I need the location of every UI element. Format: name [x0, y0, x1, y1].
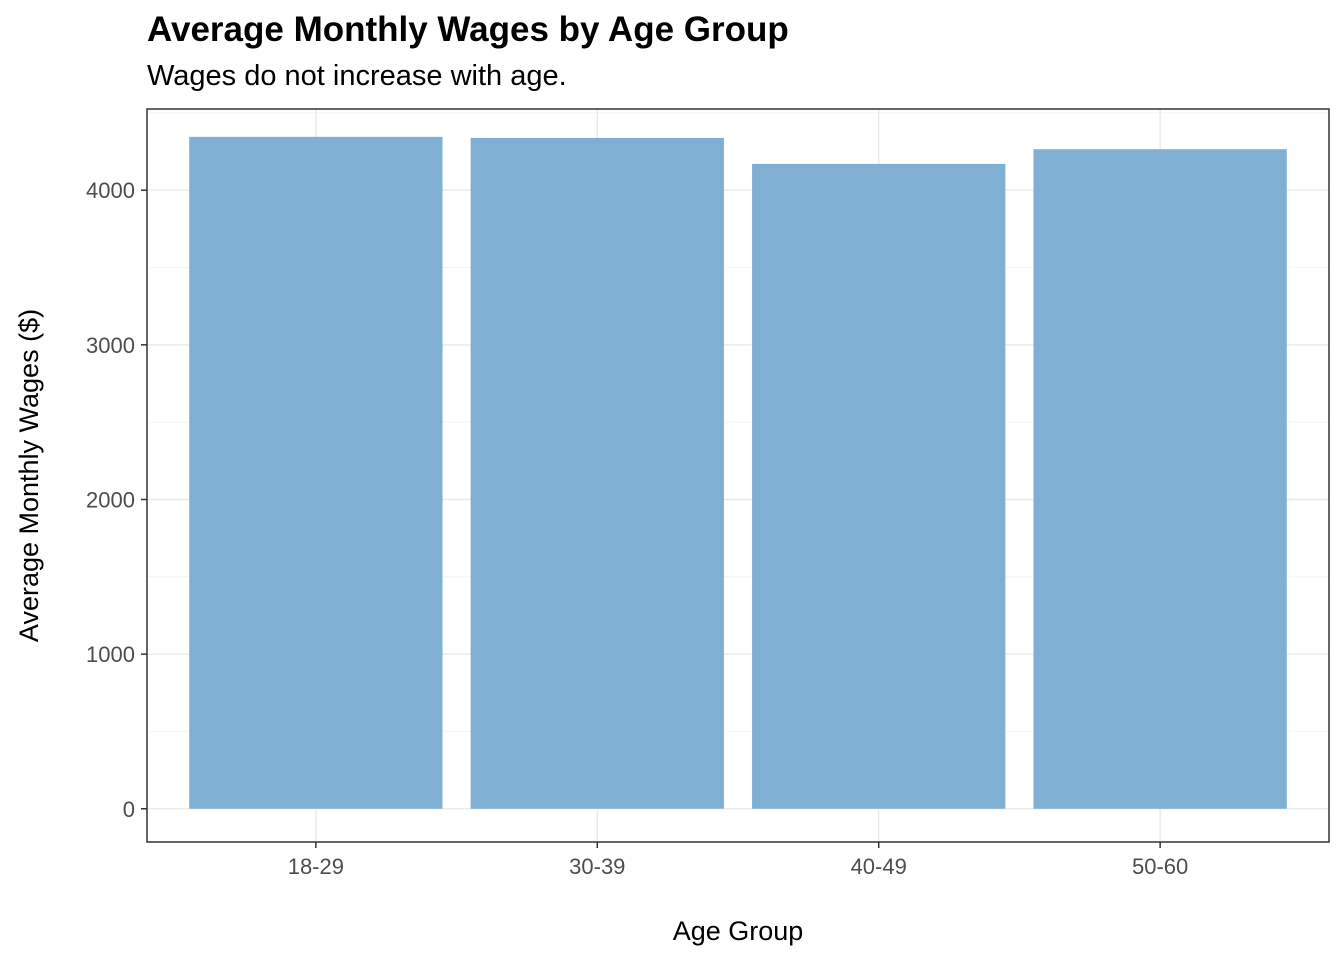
bar-30-39 [470, 137, 724, 809]
y-tick-label: 0 [123, 797, 135, 822]
x-tick-label: 50-60 [1132, 854, 1188, 879]
x-tick-label: 40-49 [851, 854, 907, 879]
x-axis-title: Age Group [673, 916, 804, 946]
x-tick-label: 18-29 [288, 854, 344, 879]
plot-border [146, 108, 1330, 843]
y-tick-label: 3000 [86, 333, 135, 358]
y-tick-label: 4000 [86, 178, 135, 203]
bar-18-29 [189, 136, 443, 809]
chart-title: Average Monthly Wages by Age Group [147, 10, 789, 49]
y-tick-label: 2000 [86, 487, 135, 512]
bar-40-49 [752, 163, 1006, 809]
y-tick-label: 1000 [86, 642, 135, 667]
y-axis-title: Average Monthly Wages ($) [14, 309, 44, 642]
bar-50-60 [1033, 149, 1287, 809]
x-tick-label: 30-39 [569, 854, 625, 879]
chart-subtitle: Wages do not increase with age. [147, 60, 567, 92]
